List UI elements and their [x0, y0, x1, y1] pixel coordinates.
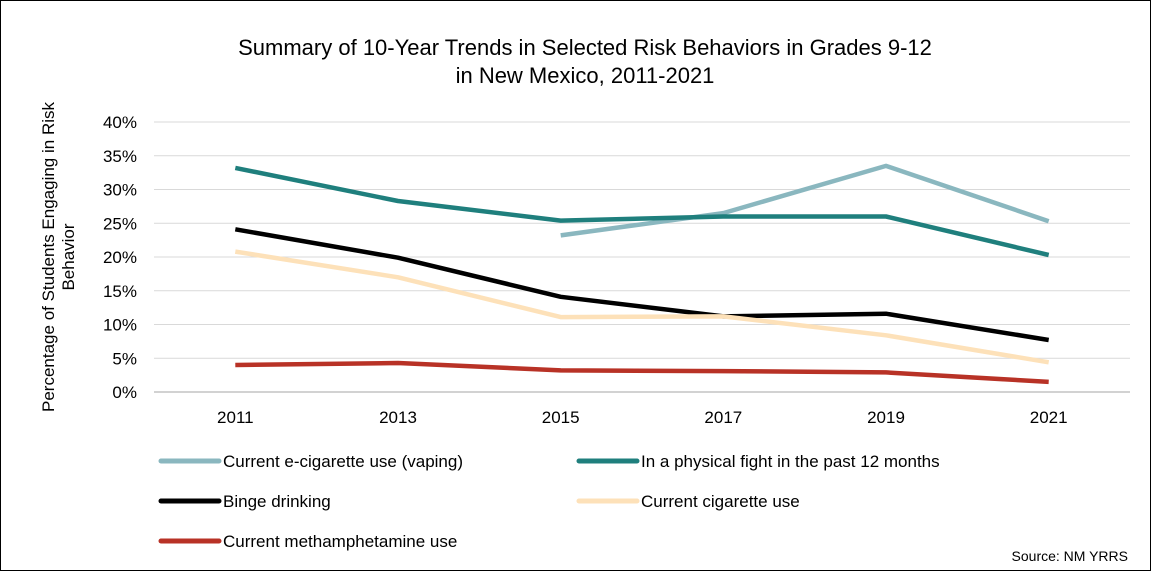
legend-label-4: Current methamphetamine use	[223, 532, 457, 551]
y-axis-tick-labels: 0% 5% 10% 15% 20% 25% 30% 35% 40%	[103, 113, 137, 402]
x-tick-label-2017: 2017	[704, 408, 742, 427]
y-axis-title-line-2: Behavior	[59, 223, 78, 290]
chart-title: Summary of 10-Year Trends in Selected Ri…	[238, 35, 932, 88]
y-tick-label: 40%	[103, 113, 137, 132]
y-tick-label: 15%	[103, 282, 137, 301]
y-tick-label: 0%	[112, 383, 137, 402]
y-tick-label: 35%	[103, 147, 137, 166]
y-tick-label: 20%	[103, 248, 137, 267]
legend: Current e-cigarette use (vaping) In a phy…	[158, 452, 940, 551]
y-tick-label: 5%	[112, 349, 137, 368]
series-line-4	[235, 360, 1049, 385]
x-tick-label-2011: 2011	[217, 408, 254, 427]
y-axis-title-line-1: Percentage of Students Engaging in Risk	[39, 102, 58, 412]
legend-label-0: Current e-cigarette use (vaping)	[223, 452, 463, 471]
legend-label-3: Current cigarette use	[641, 492, 800, 511]
series-line-2	[234, 227, 1050, 343]
y-tick-label: 10%	[103, 316, 137, 335]
x-tick-label-2021: 2021	[1030, 408, 1068, 427]
legend-label-1: In a physical fight in the past 12 month…	[641, 452, 940, 471]
x-tick-label-2013: 2013	[379, 408, 417, 427]
y-tick-label: 25%	[103, 214, 137, 233]
chart-title-line-2: in New Mexico, 2011-2021	[456, 63, 715, 88]
legend-label-2: Binge drinking	[223, 492, 331, 511]
x-tick-label-2019: 2019	[867, 408, 905, 427]
series-line-0	[560, 163, 1050, 238]
series-line-1	[234, 165, 1050, 258]
chart-title-line-1: Summary of 10-Year Trends in Selected Ri…	[238, 35, 932, 60]
source-note: Source: NM YRRS	[1012, 548, 1128, 564]
y-axis-title: Percentage of Students Engaging in Risk …	[39, 102, 78, 412]
series-lines	[234, 163, 1050, 385]
series-line-3	[234, 249, 1050, 365]
x-axis-tick-labels: 2011 2013 2015 2017 2019 2021	[217, 408, 1068, 427]
y-tick-label: 30%	[103, 181, 137, 200]
x-tick-label-2015: 2015	[542, 408, 580, 427]
